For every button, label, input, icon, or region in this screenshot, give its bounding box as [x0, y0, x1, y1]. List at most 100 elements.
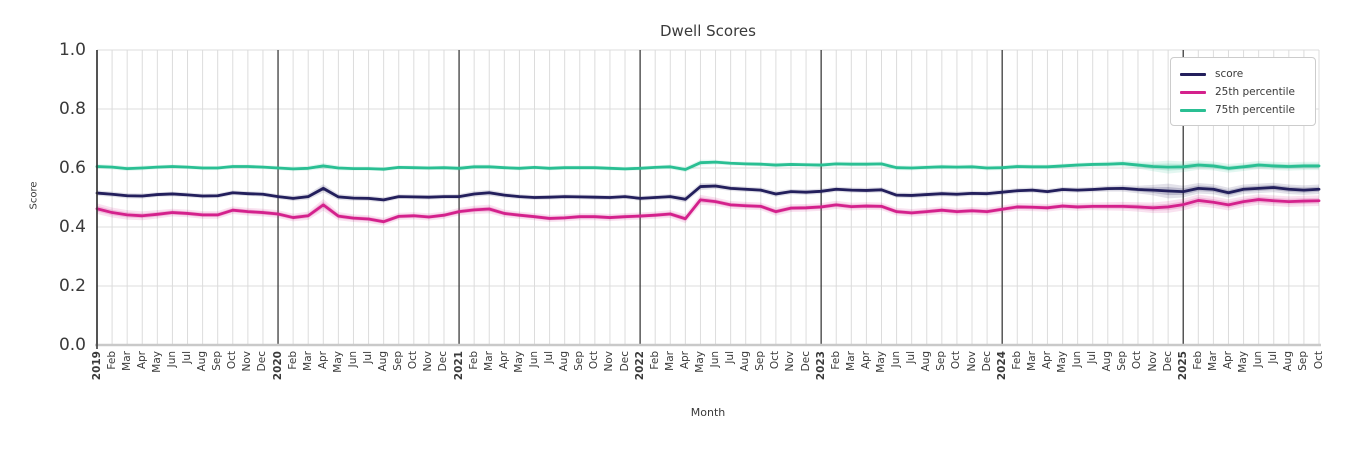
- x-tick-label-month: Jun: [528, 351, 540, 368]
- line-score: [95, 184, 1321, 202]
- x-tick-label-month: Nov: [965, 351, 978, 372]
- y-tick-label: 0.2: [58, 276, 86, 296]
- x-tick-label-month: Mar: [1025, 351, 1038, 371]
- x-tick-label-month: Jul: [905, 351, 918, 364]
- x-tick-label-month: Feb: [1191, 351, 1204, 370]
- x-tick-label-month: Dec: [1161, 351, 1174, 372]
- x-tick-label-month: May: [1237, 351, 1250, 373]
- score-line-swatch: [1180, 72, 1206, 76]
- y-tick-label: 0.4: [58, 217, 86, 237]
- x-tick-label-month: Jul: [1267, 351, 1280, 364]
- x-tick-label-month: Nov: [784, 351, 797, 372]
- x-tick-label-month: Feb: [1010, 351, 1023, 370]
- x-tick-label-year: 2023: [814, 351, 827, 381]
- x-tick-label-year: 2020: [271, 351, 284, 381]
- x-tick-label-month: Sep: [573, 351, 586, 371]
- x-tick-label-month: Oct: [1312, 351, 1325, 370]
- y-tick-label: 1.0: [58, 40, 86, 60]
- x-tick-label-month: Sep: [1116, 351, 1129, 371]
- x-tick-label-month: Dec: [256, 351, 269, 372]
- x-tick-label-month: May: [874, 351, 887, 373]
- x-tick-label-month: Jul: [362, 351, 375, 364]
- x-tick-label-month: May: [512, 351, 525, 373]
- x-tick-label-month: Feb: [648, 351, 661, 370]
- legend-item-25th-percentile: 25th percentile: [1180, 83, 1306, 101]
- x-tick-label-month: Oct: [769, 351, 782, 370]
- x-tick-label-month: Mar: [1206, 351, 1219, 371]
- legend-label-25th-percentile: 25th percentile: [1215, 86, 1295, 98]
- x-tick-label-month: Dec: [799, 351, 812, 372]
- x-tick-label-year: 2022: [633, 351, 646, 381]
- x-tick-label-month: Aug: [1282, 351, 1295, 372]
- x-tick-label-month: Aug: [196, 351, 209, 372]
- x-tick-label-month: Jun: [165, 351, 178, 368]
- x-tick-label-month: Feb: [829, 351, 842, 370]
- legend: score 25th percentile 75th percentile: [1170, 57, 1316, 126]
- x-tick-label-month: Jun: [1252, 351, 1265, 368]
- x-tick-label-month: Mar: [844, 351, 857, 371]
- x-tick-label-month: Feb: [286, 351, 299, 370]
- x-tick-label-month: Apr: [497, 351, 510, 370]
- x-tick-label-month: Jul: [543, 351, 556, 364]
- x-tick-label-month: Jul: [724, 351, 737, 364]
- x-tick-label-month: Aug: [739, 351, 752, 372]
- x-tick-label-month: Feb: [467, 351, 480, 370]
- x-tick-label-month: Mar: [120, 351, 133, 371]
- x-tick-label-year: 2025: [1176, 351, 1189, 381]
- x-tick-label-month: Dec: [618, 351, 631, 372]
- legend-label-75th-percentile: 75th percentile: [1215, 104, 1295, 116]
- x-tick-label-month: Dec: [980, 351, 993, 372]
- x-tick-label-month: Jun: [1071, 351, 1084, 368]
- x-tick-label-month: May: [1056, 351, 1069, 373]
- x-tick-label-month: Aug: [558, 351, 571, 372]
- x-tick-label-month: Sep: [1297, 351, 1310, 371]
- chart-title: Dwell Scores: [660, 22, 756, 40]
- x-tick-label-month: Oct: [1131, 351, 1144, 370]
- x-tick-label-month: Dec: [437, 351, 450, 372]
- x-tick-label-month: Aug: [377, 351, 390, 372]
- legend-item-score: score: [1180, 65, 1306, 83]
- x-tick-label-month: Jun: [890, 351, 903, 368]
- y-tick-label: 0.0: [58, 335, 86, 355]
- x-tick-label-month: Apr: [678, 351, 691, 370]
- x-tick-label-year: 2021: [452, 351, 465, 381]
- x-tick-label-month: Jul: [1086, 351, 1099, 364]
- x-tick-label-month: Oct: [226, 351, 239, 370]
- band-25th-percentile: [97, 194, 1319, 226]
- x-tick-label-month: Jun: [346, 351, 359, 368]
- x-tick-label-month: Sep: [211, 351, 224, 371]
- x-tick-label-month: Sep: [754, 351, 767, 371]
- x-tick-label-month: May: [150, 351, 163, 373]
- x-tick-label-month: May: [331, 351, 344, 373]
- y-tick-label: 0.6: [58, 158, 86, 178]
- x-tick-label-year: 2024: [995, 351, 1008, 381]
- x-tick-label-month: Sep: [935, 351, 948, 371]
- y-tick-label: 0.8: [58, 99, 86, 119]
- x-tick-label-month: Apr: [859, 351, 872, 370]
- x-tick-label-month: Aug: [920, 351, 933, 372]
- 25th-percentile-line-swatch: [1180, 90, 1206, 94]
- x-tick-label-month: May: [693, 351, 706, 373]
- x-tick-label-month: Nov: [603, 351, 616, 372]
- 75th-percentile-line-swatch: [1180, 108, 1206, 112]
- x-tick-label-month: Nov: [1146, 351, 1159, 372]
- x-tick-label-month: Oct: [950, 351, 963, 370]
- x-tick-label-month: Apr: [1221, 351, 1234, 370]
- x-tick-label-month: Sep: [392, 351, 405, 371]
- x-tick-label-month: Mar: [482, 351, 495, 371]
- x-tick-label-year: 2019: [90, 351, 103, 381]
- x-axis-label: Month: [690, 406, 726, 419]
- legend-item-75th-percentile: 75th percentile: [1180, 101, 1306, 119]
- x-tick-label-month: Apr: [1040, 351, 1053, 370]
- line-75th-percentile: [95, 160, 1321, 171]
- x-tick-label-month: Feb: [105, 351, 118, 370]
- x-tick-label-month: Nov: [241, 351, 254, 372]
- x-tick-label-month: Aug: [1101, 351, 1114, 372]
- x-tick-label-month: Nov: [422, 351, 435, 372]
- x-tick-label-month: Jun: [709, 351, 722, 368]
- x-tick-label-month: Mar: [301, 351, 314, 371]
- x-tick-label-month: Apr: [316, 351, 329, 370]
- x-tick-label-month: Jul: [181, 351, 194, 364]
- x-tick-label-month: Apr: [135, 351, 148, 370]
